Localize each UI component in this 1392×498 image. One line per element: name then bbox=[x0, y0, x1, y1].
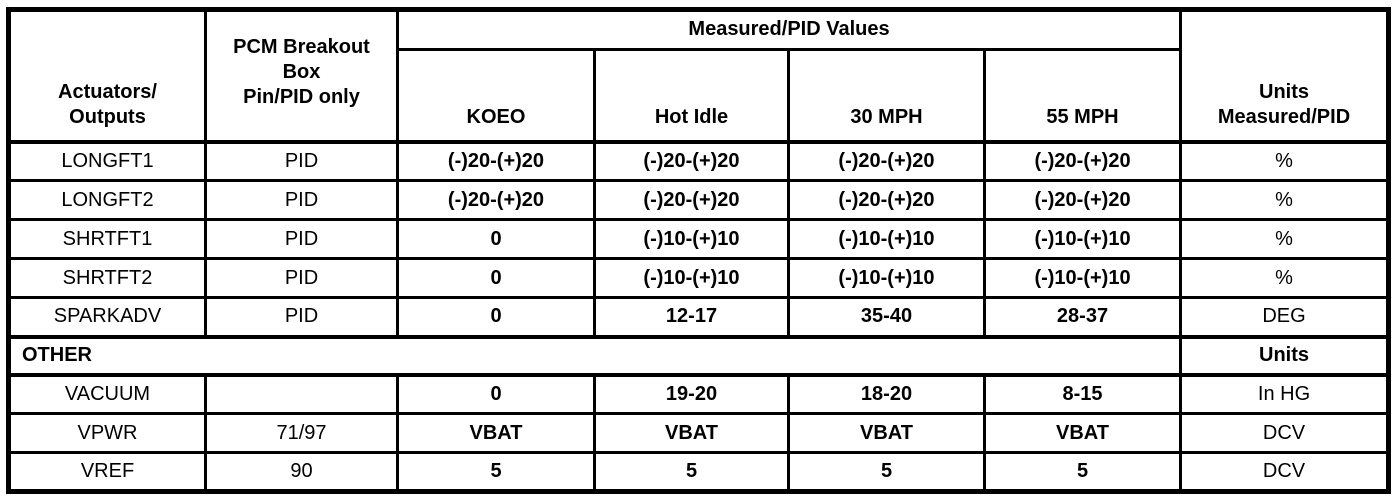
table-row-sparkadv: SPARKADV PID 0 12-17 35-40 28-37 DEG bbox=[7, 296, 1391, 338]
30-mph-value: VBAT bbox=[787, 412, 986, 454]
55-mph-value: (-)20-(+)20 bbox=[982, 140, 1183, 182]
table-row-vref: VREF 90 5 5 5 5 DCV bbox=[7, 451, 1391, 493]
koeo-value: 0 bbox=[396, 257, 596, 299]
55-mph-value: 8-15 bbox=[982, 373, 1183, 415]
header-actuators-outputs: Actuators/ Outputs bbox=[7, 8, 207, 144]
row-label: LONGFT2 bbox=[7, 179, 207, 221]
koeo-value: (-)20-(+)20 bbox=[396, 140, 596, 182]
pin-cell: PID bbox=[204, 179, 399, 221]
koeo-value: (-)20-(+)20 bbox=[396, 179, 596, 221]
units-cell: In HG bbox=[1179, 373, 1391, 415]
row-label: LONGFT1 bbox=[7, 140, 207, 182]
units-cell: % bbox=[1179, 257, 1391, 299]
header-units-measured-pid: Units Measured/PID bbox=[1179, 8, 1391, 144]
hot-idle-value: (-)20-(+)20 bbox=[593, 179, 790, 221]
30-mph-value: (-)20-(+)20 bbox=[787, 179, 986, 221]
units-cell: DCV bbox=[1179, 451, 1391, 493]
55-mph-value: (-)10-(+)10 bbox=[982, 257, 1183, 299]
row-label: VPWR bbox=[7, 412, 207, 454]
header-measured-pid-values: Measured/PID Values bbox=[395, 8, 1183, 51]
koeo-value: 0 bbox=[396, 218, 596, 260]
table-row-vpwr: VPWR 71/97 VBAT VBAT VBAT VBAT DCV bbox=[7, 412, 1391, 454]
30-mph-value: 5 bbox=[787, 451, 986, 493]
koeo-value: 5 bbox=[396, 451, 596, 493]
hot-idle-value: VBAT bbox=[593, 412, 790, 454]
koeo-value: VBAT bbox=[396, 412, 596, 454]
row-label: SHRTFT1 bbox=[7, 218, 207, 260]
pcm-values-table: Actuators/ Outputs PCM Breakout Box Pin/… bbox=[6, 7, 1392, 494]
pin-cell: PID bbox=[204, 257, 399, 299]
55-mph-value: VBAT bbox=[982, 412, 1183, 454]
table-row-longft1: LONGFT1 PID (-)20-(+)20 (-)20-(+)20 (-)2… bbox=[7, 140, 1391, 182]
55-mph-value: (-)10-(+)10 bbox=[982, 218, 1183, 260]
55-mph-value: 5 bbox=[982, 451, 1183, 493]
units-cell: % bbox=[1179, 179, 1391, 221]
header-30-mph: 30 MPH bbox=[787, 48, 986, 144]
table-row-shrtft2: SHRTFT2 PID 0 (-)10-(+)10 (-)10-(+)10 (-… bbox=[7, 257, 1391, 299]
table-row-longft2: LONGFT2 PID (-)20-(+)20 (-)20-(+)20 (-)2… bbox=[7, 179, 1391, 221]
pin-cell: 71/97 bbox=[204, 412, 399, 454]
row-label: SHRTFT2 bbox=[7, 257, 207, 299]
pin-cell: PID bbox=[204, 140, 399, 182]
units-cell: DCV bbox=[1179, 412, 1391, 454]
hot-idle-value: 5 bbox=[593, 451, 790, 493]
units-cell: DEG bbox=[1179, 296, 1391, 338]
koeo-value: 0 bbox=[396, 373, 596, 415]
section-label: OTHER bbox=[6, 334, 1183, 377]
30-mph-value: 35-40 bbox=[787, 296, 986, 338]
hot-idle-value: (-)10-(+)10 bbox=[593, 257, 790, 299]
section-row-other: OTHER Units bbox=[6, 334, 1391, 377]
30-mph-value: 18-20 bbox=[787, 373, 986, 415]
hot-idle-value: (-)10-(+)10 bbox=[593, 218, 790, 260]
30-mph-value: (-)10-(+)10 bbox=[787, 257, 986, 299]
table-row-shrtft1: SHRTFT1 PID 0 (-)10-(+)10 (-)10-(+)10 (-… bbox=[7, 218, 1391, 260]
header-55-mph: 55 MPH bbox=[982, 48, 1183, 144]
55-mph-value: 28-37 bbox=[982, 296, 1183, 338]
pin-cell bbox=[204, 373, 399, 415]
table-row-vacuum: VACUUM 0 19-20 18-20 8-15 In HG bbox=[7, 373, 1391, 415]
row-label: VACUUM bbox=[7, 373, 207, 415]
section-units-header: Units bbox=[1179, 334, 1391, 377]
pin-cell: PID bbox=[204, 296, 399, 338]
row-label: VREF bbox=[7, 451, 207, 493]
30-mph-value: (-)10-(+)10 bbox=[787, 218, 986, 260]
koeo-value: 0 bbox=[396, 296, 596, 338]
pin-cell: 90 bbox=[204, 451, 399, 493]
55-mph-value: (-)20-(+)20 bbox=[982, 179, 1183, 221]
pin-cell: PID bbox=[204, 218, 399, 260]
header-row-conditions: KOEO Hot Idle 30 MPH 55 MPH bbox=[9, 48, 1389, 144]
header-row-top: Actuators/ Outputs PCM Breakout Box Pin/… bbox=[7, 8, 1391, 144]
header-koeo: KOEO bbox=[396, 48, 596, 144]
hot-idle-value: 12-17 bbox=[593, 296, 790, 338]
units-cell: % bbox=[1179, 140, 1391, 182]
hot-idle-value: 19-20 bbox=[593, 373, 790, 415]
hot-idle-value: (-)20-(+)20 bbox=[593, 140, 790, 182]
header-pcm-breakout-box: PCM Breakout Box Pin/PID only bbox=[204, 8, 399, 144]
units-cell: % bbox=[1179, 218, 1391, 260]
header-hot-idle: Hot Idle bbox=[593, 48, 790, 144]
30-mph-value: (-)20-(+)20 bbox=[787, 140, 986, 182]
row-label: SPARKADV bbox=[7, 296, 207, 338]
